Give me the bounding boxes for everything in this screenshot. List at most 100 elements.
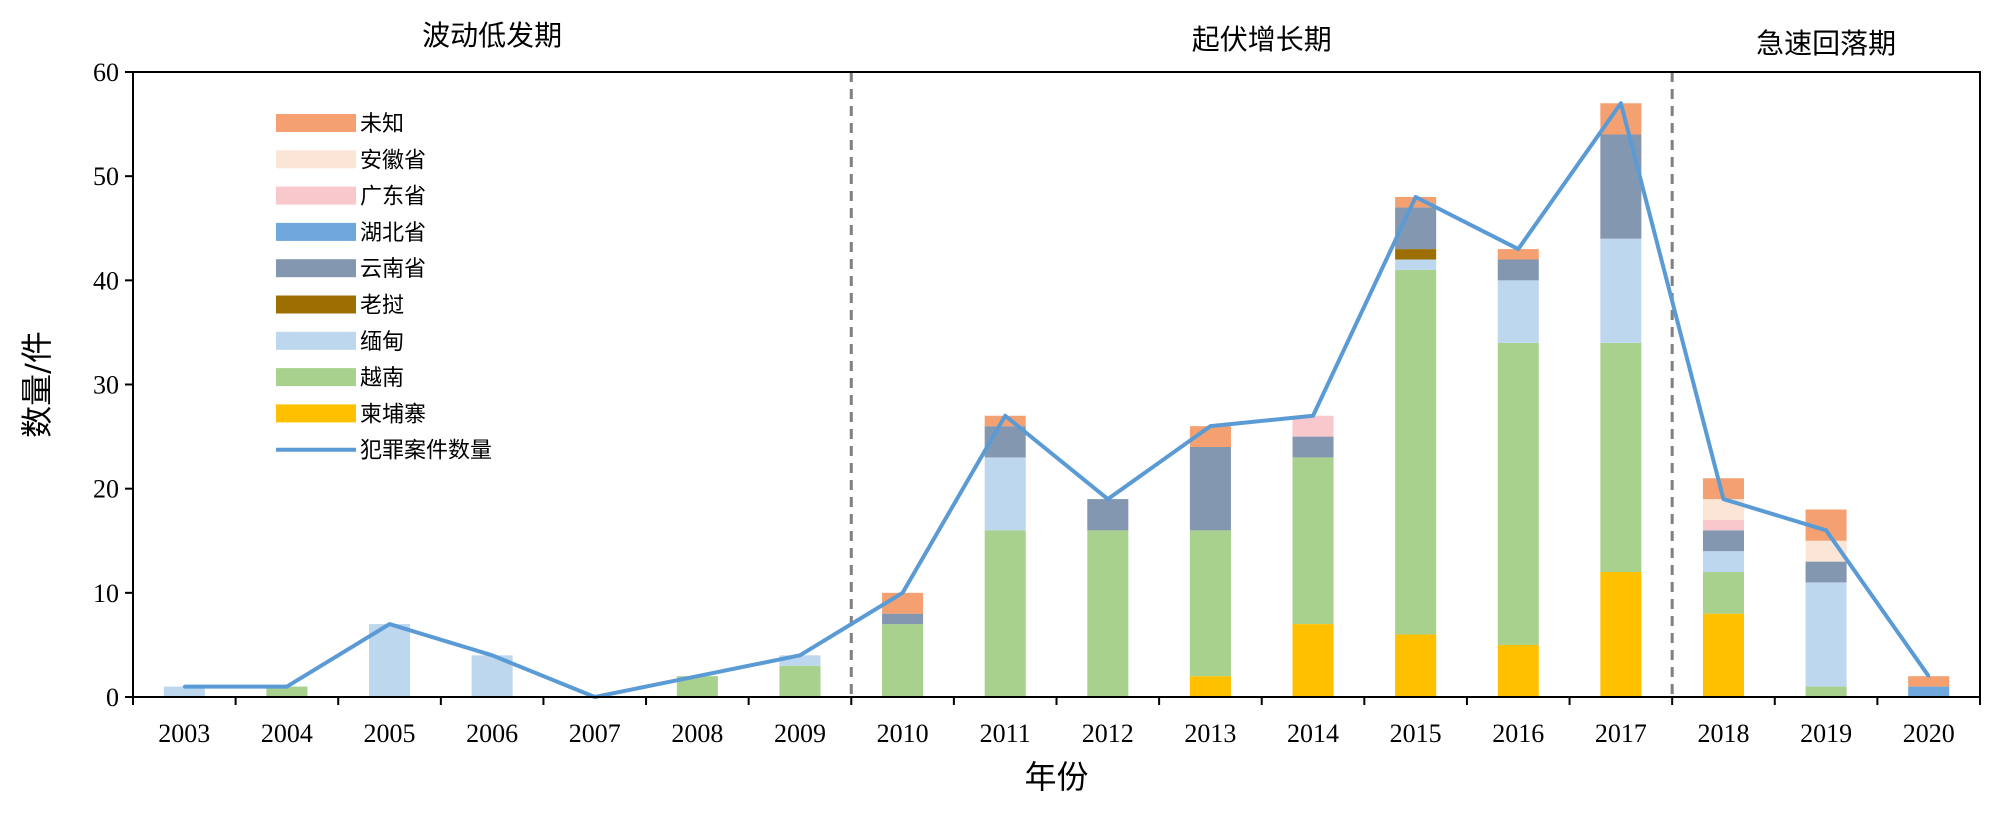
- bar-2020-series-8: [1908, 676, 1950, 687]
- bar-2011-series-8: [984, 415, 1026, 427]
- bar-2017-series-0: [1600, 572, 1642, 697]
- bar-2014-series-6: [1292, 415, 1334, 437]
- bar-2013-series-0: [1189, 676, 1231, 697]
- bar-2017-series-2: [1600, 238, 1642, 343]
- y-tick-label-60: 60: [93, 58, 119, 87]
- legend-label: 缅甸: [360, 330, 404, 355]
- bar-2011-series-1: [984, 530, 1026, 697]
- legend-label: 柬埔寨: [360, 402, 426, 427]
- x-tick-label-2018: 2018: [1697, 719, 1749, 748]
- bar-2012-series-4: [1087, 499, 1129, 531]
- bar-2018-series-6: [1702, 519, 1744, 531]
- phase-label-0: 波动低发期: [422, 19, 562, 52]
- line-point-2009: [798, 653, 802, 657]
- bar-2017-series-1: [1600, 342, 1642, 572]
- bar-2014-series-0: [1292, 624, 1334, 697]
- line-point-2010: [901, 591, 905, 595]
- bar-2019-series-2: [1805, 582, 1847, 687]
- bar-2014-series-1: [1292, 457, 1334, 625]
- x-tick-label-2013: 2013: [1184, 719, 1236, 748]
- legend-swatch-柬埔寨: [276, 404, 356, 423]
- bar-2017-series-4: [1600, 134, 1642, 239]
- line-point-2018: [1721, 497, 1725, 501]
- y-tick-label-10: 10: [93, 579, 119, 608]
- bar-2018-series-1: [1702, 572, 1744, 614]
- axes-layer: 0 10 20 30 40 50 60 2003 2004 2005 2006 2007 2008 200…: [93, 58, 1981, 748]
- bar-2019-series-1: [1805, 686, 1847, 697]
- x-tick-label-2008: 2008: [671, 719, 723, 748]
- legend-label: 湖北省: [360, 221, 426, 246]
- bar-2015-series-3: [1395, 249, 1437, 260]
- legend-swatch-缅甸: [276, 331, 356, 350]
- x-tick-label-2020: 2020: [1903, 719, 1955, 748]
- line-series: [184, 101, 1931, 699]
- bar-2010-series-1: [882, 624, 924, 697]
- bar-2019-series-4: [1805, 561, 1847, 583]
- bar-2013-series-4: [1189, 447, 1231, 531]
- bar-2015-series-1: [1395, 269, 1437, 635]
- bar-2004-series-1: [266, 686, 308, 697]
- x-tick-label-2005: 2005: [364, 719, 416, 748]
- line-point-2016: [1516, 247, 1520, 251]
- bar-2008-series-1: [676, 676, 718, 697]
- line-point-2020: [1927, 674, 1931, 678]
- bar-2016-series-0: [1497, 644, 1539, 697]
- x-tick-label-2017: 2017: [1595, 719, 1647, 748]
- bar-2018-series-4: [1702, 530, 1744, 552]
- legend-swatch-老挝: [276, 295, 356, 314]
- x-tick-label-2004: 2004: [261, 719, 313, 748]
- legend-swatch-越南: [276, 368, 356, 387]
- bar-2013-series-1: [1189, 530, 1231, 677]
- line-point-2017: [1619, 101, 1623, 105]
- bar-2009-series-1: [779, 665, 821, 697]
- bar-2003-series-2: [163, 686, 205, 697]
- x-tick-label-2011: 2011: [980, 719, 1031, 748]
- x-tick-label-2019: 2019: [1800, 719, 1852, 748]
- line-point-2006: [490, 653, 494, 657]
- legend-label: 犯罪案件数量: [360, 439, 492, 464]
- phase-labels: 波动低发期 起伏增长期 急速回落期: [422, 19, 1896, 60]
- legend-swatch-安徽省: [276, 150, 356, 169]
- bar-2015-series-0: [1395, 634, 1437, 697]
- y-tick-label-30: 30: [93, 371, 119, 400]
- phase-dividers: [849, 72, 1674, 697]
- legend-swatch-广东省: [276, 186, 356, 205]
- bar-2018-series-0: [1702, 613, 1744, 697]
- bar-2005-series-2: [369, 624, 411, 697]
- legend-label: 未知: [360, 112, 404, 137]
- bar-2011-series-2: [984, 457, 1026, 531]
- bar-2009-series-2: [779, 655, 821, 666]
- line-layer: [182, 101, 1931, 699]
- line-point-2015: [1414, 195, 1418, 199]
- line-point-2004: [285, 685, 289, 689]
- line-point-2013: [1208, 424, 1212, 428]
- legend-label: 安徽省: [360, 148, 426, 173]
- y-tick-label-40: 40: [93, 266, 119, 295]
- bar-2014-series-4: [1292, 436, 1334, 458]
- bar-2016-series-8: [1497, 249, 1539, 260]
- y-tick-label-50: 50: [93, 162, 119, 191]
- x-tick-label-2016: 2016: [1492, 719, 1544, 748]
- line-point-2014: [1311, 414, 1315, 418]
- line-point-2019: [1824, 528, 1828, 532]
- bar-2016-series-4: [1497, 259, 1539, 281]
- x-tick-label-2006: 2006: [466, 719, 518, 748]
- x-tick-label-2015: 2015: [1390, 719, 1442, 748]
- bar-2015-series-2: [1395, 259, 1437, 270]
- y-tick-label-20: 20: [93, 475, 119, 504]
- line-point-2011: [1003, 414, 1007, 418]
- bar-2020-series-5: [1908, 686, 1950, 697]
- legend-label: 越南: [360, 366, 404, 391]
- legend-label: 老挝: [360, 294, 404, 319]
- legend-swatch-云南省: [276, 259, 356, 278]
- bar-2016-series-1: [1497, 342, 1539, 645]
- line-point-2008: [695, 674, 699, 678]
- x-tick-label-2003: 2003: [158, 719, 210, 748]
- line-point-2003: [182, 685, 186, 689]
- x-tick-label-2014: 2014: [1287, 719, 1339, 748]
- bar-2018-series-8: [1702, 478, 1744, 500]
- bars-layer: [163, 103, 1950, 697]
- y-axis-title: 数量/件: [18, 331, 56, 438]
